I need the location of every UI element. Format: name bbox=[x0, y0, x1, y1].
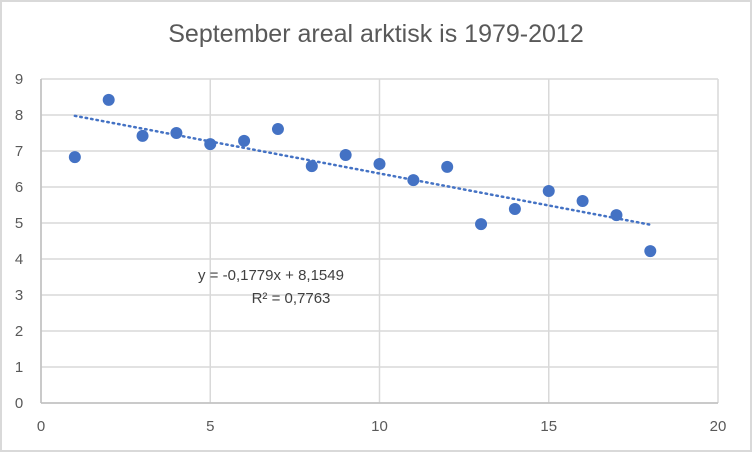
trendline bbox=[73, 114, 652, 226]
y-tick-label: 5 bbox=[15, 215, 23, 232]
data-point bbox=[508, 202, 521, 215]
data-point bbox=[305, 160, 318, 173]
y-tick-label: 3 bbox=[15, 287, 23, 304]
data-point bbox=[339, 148, 352, 161]
trendline-r-squared: R² = 0,7763 bbox=[252, 290, 331, 307]
data-points bbox=[68, 93, 657, 258]
data-point bbox=[407, 174, 420, 187]
x-tick-label: 5 bbox=[206, 418, 214, 435]
x-tick-label: 0 bbox=[37, 418, 45, 435]
y-tick-label: 4 bbox=[15, 251, 23, 268]
data-point bbox=[475, 218, 488, 231]
data-point bbox=[644, 245, 657, 258]
y-tick-label: 7 bbox=[15, 143, 23, 160]
axes bbox=[40, 79, 718, 404]
x-axis-tick-labels: 0 5 10 15 20 bbox=[37, 418, 727, 435]
trendline-equation: y = -0,1779x + 8,1549 bbox=[198, 267, 344, 284]
data-point bbox=[136, 129, 149, 142]
data-point bbox=[238, 134, 251, 147]
gridlines bbox=[40, 78, 719, 404]
data-point bbox=[204, 138, 217, 151]
chart-title: September areal arktisk is 1979-2012 bbox=[168, 20, 584, 48]
y-tick-label: 6 bbox=[15, 179, 23, 196]
data-point bbox=[68, 151, 81, 164]
data-point bbox=[441, 160, 454, 173]
data-point bbox=[102, 93, 115, 106]
y-tick-label: 8 bbox=[15, 107, 23, 124]
data-point bbox=[542, 184, 555, 197]
data-point bbox=[576, 195, 589, 208]
data-point bbox=[271, 123, 284, 136]
y-tick-label: 2 bbox=[15, 323, 23, 340]
y-tick-label: 9 bbox=[15, 71, 23, 88]
y-axis-tick-labels: 0 1 2 3 4 5 6 7 8 9 bbox=[15, 71, 23, 412]
x-tick-label: 20 bbox=[710, 418, 727, 435]
data-point bbox=[610, 209, 623, 222]
data-point bbox=[373, 157, 386, 170]
y-tick-label: 0 bbox=[15, 395, 23, 412]
x-tick-label: 15 bbox=[540, 418, 557, 435]
data-point bbox=[170, 127, 183, 139]
y-tick-label: 1 bbox=[15, 359, 23, 376]
x-tick-label: 10 bbox=[371, 418, 388, 435]
